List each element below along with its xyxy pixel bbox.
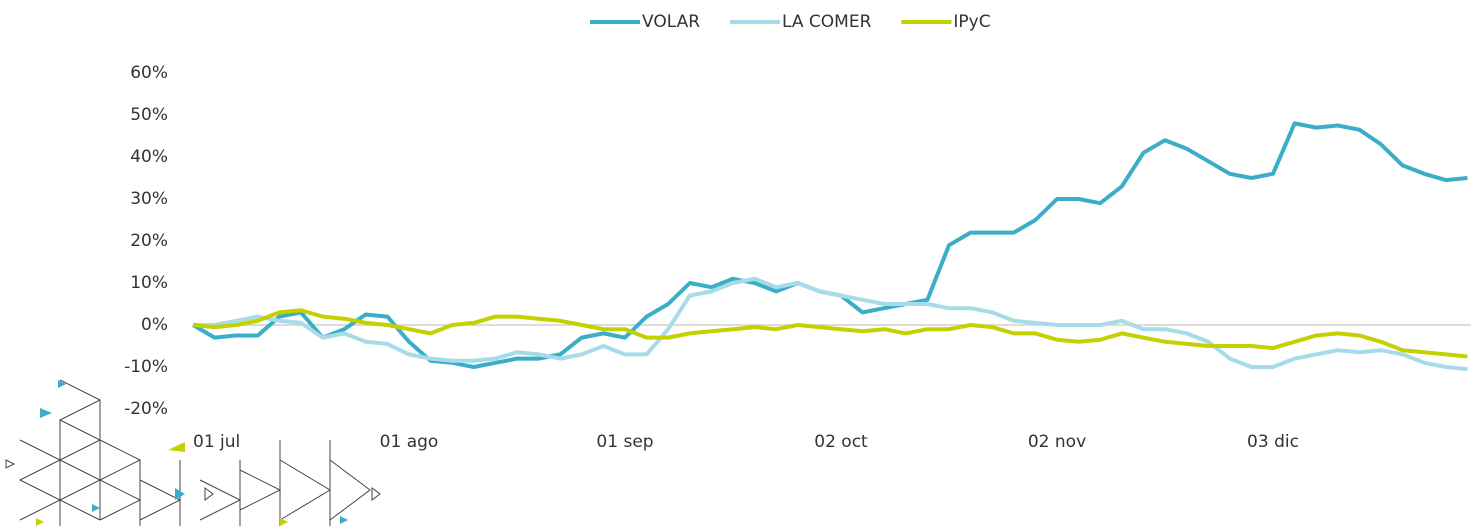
y-tick-label: 60% [130,63,168,83]
legend-label: IPyC [953,12,990,32]
x-tick-label: 01 sep [596,432,653,452]
x-tick-label: 01 jul [193,432,240,452]
line-series [191,121,1468,369]
y-tick-label: 30% [130,189,168,209]
line-series [193,276,1468,372]
x-tick-label: 01 ago [380,432,439,452]
y-tick-label: 40% [130,147,168,167]
x-tick-label: 02 nov [1028,432,1086,452]
legend-label: LA COMER [782,12,872,32]
y-tick-label: 20% [130,231,168,251]
y-tick-label: -20% [124,399,168,419]
x-tick-label: 03 dic [1247,432,1299,452]
legend-label: VOLAR [642,12,700,32]
decoration [5,379,381,526]
y-tick-label: -10% [124,357,168,377]
y-tick-label: 0% [141,315,168,335]
y-tick-label: 10% [130,273,168,293]
line-series [192,308,1468,359]
y-tick-label: 50% [130,105,168,125]
x-tick-label: 02 oct [814,432,868,452]
